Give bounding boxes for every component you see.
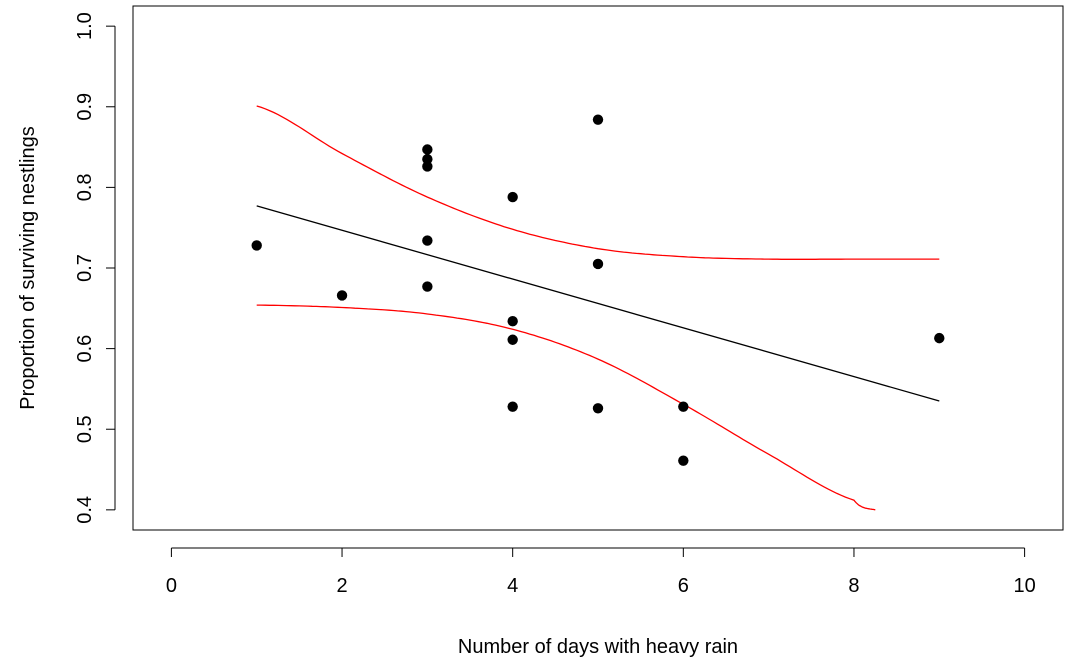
y-axis: 0.4 0.5 0.6 0.7 0.8 0.9 1.0 (74, 12, 115, 524)
data-point (678, 455, 688, 465)
y-tick-label: 0.9 (74, 93, 96, 121)
data-point (593, 259, 603, 269)
data-point (507, 192, 517, 202)
data-point (422, 144, 432, 154)
y-tick-label: 0.5 (74, 415, 96, 443)
data-point (252, 240, 262, 250)
y-tick-label: 0.4 (74, 496, 96, 524)
x-tick-label: 0 (166, 575, 177, 597)
data-points (252, 114, 945, 465)
lower-ci-line (257, 305, 876, 510)
upper-ci-line (257, 106, 940, 259)
x-axis-label: Number of days with heavy rain (458, 636, 738, 658)
x-tick-label: 2 (336, 575, 347, 597)
data-point (934, 333, 944, 343)
data-point (507, 316, 517, 326)
x-tick-label: 8 (848, 575, 859, 597)
data-point (507, 401, 517, 411)
data-point (422, 281, 432, 291)
y-tick-label: 0.8 (74, 173, 96, 201)
data-point (422, 161, 432, 171)
y-axis-label: Proportion of surviving nestlings (17, 126, 39, 409)
y-tick-label: 0.6 (74, 335, 96, 363)
x-tick-label: 6 (678, 575, 689, 597)
x-axis: 0 2 4 6 8 10 (166, 548, 1036, 597)
y-tick-label: 1.0 (74, 12, 96, 40)
y-tick-label: 0.7 (74, 254, 96, 282)
data-point (593, 114, 603, 124)
fit-line (257, 206, 940, 401)
x-tick-label: 10 (1013, 575, 1035, 597)
data-point (422, 235, 432, 245)
data-point (678, 401, 688, 411)
series-lines (257, 106, 940, 510)
x-tick-label: 4 (507, 575, 518, 597)
data-point (337, 290, 347, 300)
data-point (593, 403, 603, 413)
data-point (507, 335, 517, 345)
